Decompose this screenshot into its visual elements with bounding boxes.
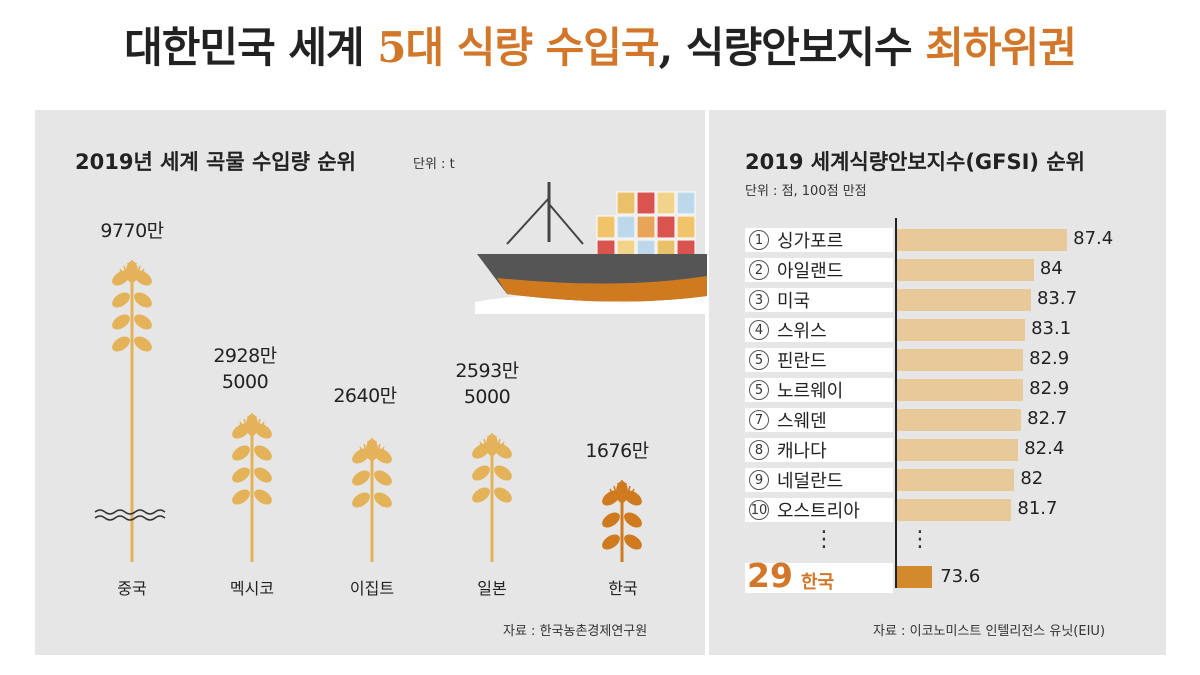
row-label-8: 8 캐나다 — [745, 438, 893, 462]
bar-6 — [897, 379, 1024, 401]
wheat-mark-china — [112, 260, 152, 562]
headline-part3: , 식량안보지수 — [658, 23, 926, 72]
highlight-country: 한국 — [801, 572, 835, 593]
rank-badge: 8 — [749, 440, 769, 460]
grain-import-panel: 2019년 세계 곡물 수입량 순위 단위 : t 9770만 2928만 — [35, 110, 707, 655]
country-name: 미국 — [777, 291, 811, 312]
gfsi-axis-line — [895, 218, 897, 588]
row-label-5: 5 핀란드 — [745, 348, 893, 372]
rank-badge: 10 — [749, 500, 769, 520]
bar-5 — [897, 349, 1024, 371]
value-label-korea: 1676만 — [585, 440, 649, 462]
grain-chart-title: 2019년 세계 곡물 수입량 순위 — [75, 150, 356, 174]
row-label-9: 9 네덜란드 — [745, 468, 893, 492]
gfsi-chart-unit: 단위 : 점, 100점 만점 — [745, 184, 867, 199]
bar-4 — [897, 319, 1026, 341]
bar-7 — [897, 409, 1022, 431]
rank-badge: 7 — [749, 410, 769, 430]
bar-value-10: 81.7 — [1017, 498, 1058, 519]
value-label-egypt: 2640만 — [333, 385, 397, 407]
bar-value-korea: 73.6 — [940, 566, 981, 587]
gfsi-panel: 2019 세계식량안보지수(GFSI) 순위 단위 : 점, 100점 만점 1… — [709, 110, 1166, 655]
row-ellipsis-right: ⋮ — [909, 527, 931, 552]
value-label-mexico-line1: 2928만 — [213, 345, 277, 367]
highlight-label-box — [745, 563, 893, 593]
value-label-japan-line1: 2593만 — [455, 360, 519, 382]
country-name: 네덜란드 — [777, 471, 844, 492]
wheat-mark-japan — [472, 433, 512, 562]
category-label-japan: 일본 — [477, 579, 507, 598]
wheat-mark-mexico — [232, 413, 272, 562]
headline: 대한민국 세계 5대 식량 수입국, 식량안보지수 최하위권 — [0, 14, 1200, 75]
wheat-mark-korea — [602, 480, 642, 562]
grain-chart-source: 자료 : 한국농촌경제연구원 — [503, 624, 648, 639]
headline-part1: 대한민국 세계 — [124, 23, 378, 72]
country-name: 싱가포르 — [777, 231, 844, 252]
value-label-japan-line2: 5000 — [463, 386, 511, 408]
rank-badge: 5 — [749, 350, 769, 370]
value-label-mexico: 2928만 5000 — [185, 343, 305, 395]
bar-value-3: 83.7 — [1036, 288, 1078, 309]
row-label-4: 4 스위스 — [745, 318, 893, 342]
bar-value-9: 82 — [1020, 468, 1044, 489]
rank-badge: 2 — [749, 260, 769, 280]
country-name: 캐나다 — [777, 441, 827, 462]
bar-8 — [897, 439, 1019, 461]
bar-value-2: 84 — [1039, 258, 1063, 279]
category-label-egypt: 이집트 — [349, 579, 395, 598]
bar-value-4: 83.1 — [1031, 318, 1072, 339]
wavy-break-mark — [94, 509, 166, 521]
bar-10 — [897, 499, 1012, 521]
row-label-10: 10 오스트리아 — [745, 498, 893, 522]
bar-value-7: 82.7 — [1027, 408, 1068, 429]
bar-value-1: 87.4 — [1073, 228, 1114, 249]
bar-1 — [897, 229, 1068, 251]
row-label-6: 5 노르웨이 — [745, 378, 893, 402]
bar-3 — [897, 289, 1031, 311]
row-label-3: 3 미국 — [745, 288, 893, 312]
bar-value-5: 82.9 — [1029, 348, 1070, 369]
wheat-mark-egypt — [352, 438, 392, 562]
country-name: 핀란드 — [777, 351, 827, 372]
rank-badge: 9 — [749, 470, 769, 490]
bar-9 — [897, 469, 1015, 491]
headline-highlight-1: 5대 식량 수입국 — [377, 23, 659, 72]
category-label-china: 중국 — [117, 579, 147, 598]
row-ellipsis-left: ⋮ — [813, 527, 835, 552]
value-label-china: 9770만 — [100, 220, 164, 242]
bar-korea — [897, 566, 933, 588]
highlight-rank: 29 — [747, 556, 793, 595]
bar-value-8: 82.4 — [1024, 438, 1065, 459]
category-label-korea: 한국 — [608, 579, 638, 598]
country-name: 스위스 — [777, 321, 827, 342]
country-name: 스웨덴 — [777, 411, 827, 432]
grain-chart-unit: 단위 : t — [413, 157, 455, 172]
category-label-mexico: 멕시코 — [229, 579, 275, 598]
value-label-mexico-line2: 5000 — [221, 371, 269, 393]
rank-badge: 1 — [749, 230, 769, 250]
bar-2 — [897, 259, 1034, 281]
country-name: 아일랜드 — [777, 261, 844, 282]
row-label-1: 1 싱가포르 — [745, 228, 893, 252]
value-label-japan: 2593만 5000 — [427, 358, 547, 410]
rank-badge: 4 — [749, 320, 769, 340]
cargo-ship-illustration — [475, 182, 707, 314]
row-label-7: 7 스웨덴 — [745, 408, 893, 432]
headline-highlight-2: 최하위권 — [925, 23, 1077, 72]
rank-badge: 5 — [749, 380, 769, 400]
country-name: 노르웨이 — [777, 381, 844, 402]
bar-value-6: 82.9 — [1029, 378, 1070, 399]
gfsi-chart-title: 2019 세계식량안보지수(GFSI) 순위 — [745, 150, 1085, 174]
country-name: 오스트리아 — [777, 501, 860, 522]
rank-badge: 3 — [749, 290, 769, 310]
gfsi-chart-source: 자료 : 이코노미스트 인텔리전스 유닛(EIU) — [873, 624, 1106, 639]
row-label-2: 2 아일랜드 — [745, 258, 893, 282]
